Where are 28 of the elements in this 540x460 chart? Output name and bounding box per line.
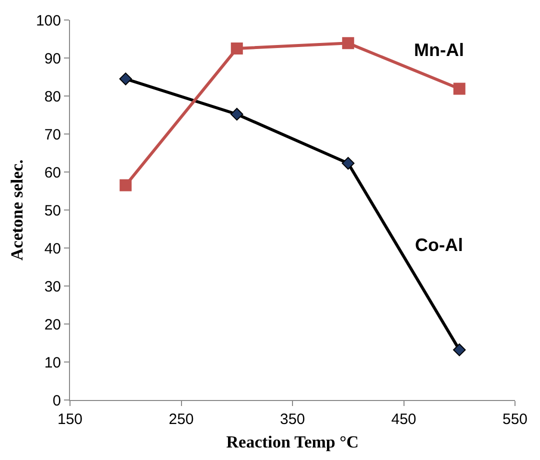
x-tick-label: 450	[391, 411, 416, 428]
x-tick-label: 150	[57, 411, 83, 428]
y-tick-label: 90	[44, 50, 61, 68]
y-axis-title: Acetone selec.	[8, 159, 27, 261]
x-tick-label: 350	[280, 411, 306, 428]
y-tick-label: 40	[44, 240, 61, 258]
point	[342, 156, 354, 170]
x-tick-label: 250	[168, 411, 194, 428]
point	[230, 42, 243, 54]
x-tick-label: 550	[502, 411, 528, 428]
y-tick-label: 60	[44, 164, 61, 182]
point	[230, 108, 244, 121]
x-axis-title: Reaction Temp °C	[226, 432, 359, 452]
point	[119, 72, 132, 86]
y-tick-label: 100	[36, 12, 61, 30]
y-tick-label: 70	[44, 126, 61, 144]
point	[120, 179, 132, 192]
point	[342, 37, 354, 50]
y-tick-label: 50	[44, 202, 61, 220]
point	[453, 343, 466, 356]
series-label: Co-Al	[415, 235, 463, 255]
y-tick-label: 0	[52, 392, 61, 410]
y-tick-label: 20	[44, 316, 61, 334]
y-tick-label: 30	[44, 278, 61, 296]
point	[453, 82, 466, 95]
y-tick-label: 10	[44, 354, 61, 372]
series-label: Mn-Al	[414, 40, 464, 60]
y-tick-label: 80	[44, 88, 61, 106]
